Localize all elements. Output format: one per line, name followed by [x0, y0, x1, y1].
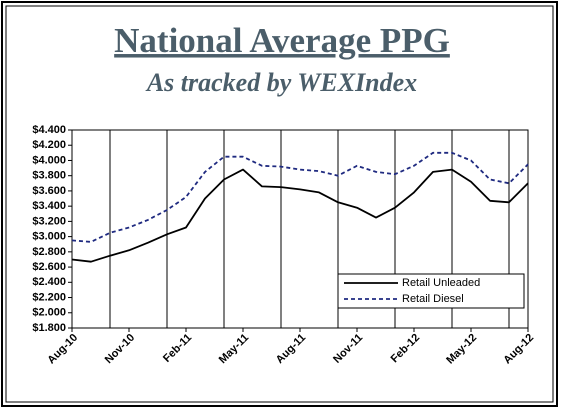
series-line: [71, 151, 529, 243]
series-line: [71, 168, 529, 263]
y-tick-label: $1.800: [32, 322, 66, 334]
y-tick-label: $4.000: [32, 154, 66, 166]
y-tick-label: $4.400: [32, 124, 66, 136]
legend-label: Retail Diesel: [402, 293, 464, 305]
y-tick-label: $2.600: [32, 261, 66, 273]
y-tick-label: $3.200: [32, 215, 66, 227]
y-tick-label: $2.400: [32, 276, 66, 288]
inner-border: [5, 5, 554, 403]
y-tick-label: $2.200: [32, 291, 66, 303]
chart-title: National Average PPG: [114, 21, 450, 60]
y-tick-label: $4.200: [32, 139, 66, 151]
y-tick-label: $3.800: [32, 170, 66, 182]
legend: Retail Unleaded Retail Diesel: [337, 273, 525, 309]
y-tick-label: $3.000: [32, 231, 66, 243]
y-tick-label: $2.000: [32, 307, 66, 319]
legend-label: Retail Unleaded: [402, 277, 480, 289]
y-tick-label: $3.600: [32, 185, 66, 197]
legend-box: [337, 273, 525, 309]
y-tick-label: $2.800: [32, 246, 66, 258]
y-tick-label: $3.400: [32, 200, 66, 212]
chart-subtitle: As tracked by WEXIndex: [145, 68, 417, 97]
